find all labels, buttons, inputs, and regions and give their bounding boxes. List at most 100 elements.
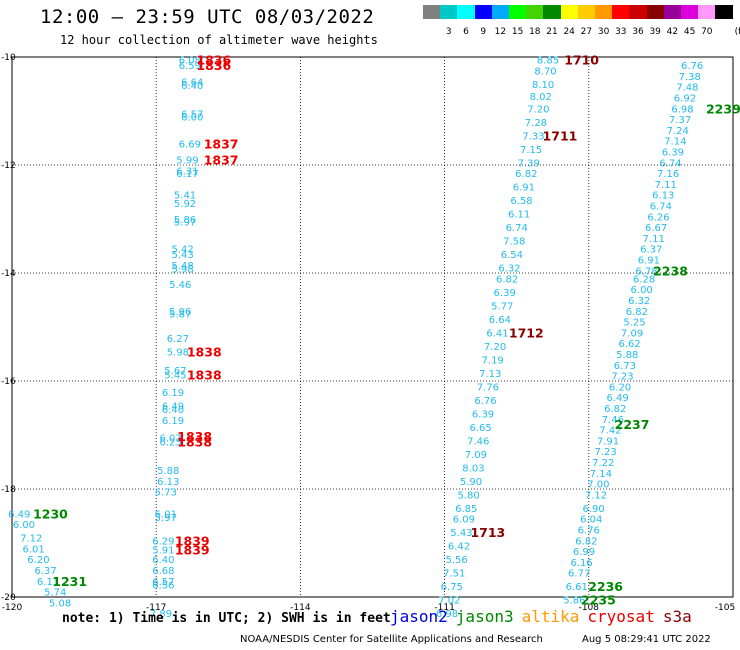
pass-time-label: 1837 bbox=[204, 153, 239, 168]
wave-height-value: 6.57 bbox=[181, 110, 203, 121]
wave-height-value: 6.19 bbox=[162, 388, 184, 399]
wave-height-value: 5.48 bbox=[172, 261, 194, 272]
wave-height-value: 7.37 bbox=[669, 115, 691, 126]
map-axes: -120 -117 -114 -111 -108 -105 -10 -12 -14 -16 -18 -… bbox=[1, 53, 735, 613]
scale-label: 18 bbox=[529, 27, 541, 37]
generated-timestamp: Aug 5 08:29:41 UTC 2022 bbox=[582, 634, 711, 645]
wave-height-value: 5.25 bbox=[623, 318, 645, 329]
pass-time-label: 1710 bbox=[564, 53, 599, 68]
pass-time-label: 1230 bbox=[33, 506, 68, 521]
pass-time-label: 1838 bbox=[177, 434, 212, 449]
longitude-tick-label: -108 bbox=[579, 603, 600, 613]
map-frame bbox=[11, 56, 734, 598]
latitude-tick-label: -10 bbox=[1, 53, 16, 63]
longitude-tick-label: -111 bbox=[434, 603, 454, 613]
wave-height-value: 6.40 bbox=[152, 555, 174, 566]
wave-height-value: 6.68 bbox=[152, 566, 174, 577]
wave-height-value: 5.80 bbox=[458, 490, 480, 501]
wave-height-value: 5.43 bbox=[172, 250, 194, 261]
page-subtitle: 12 hour collection of altimeter wave hei… bbox=[60, 33, 378, 47]
wave-height-value: 6.39 bbox=[472, 409, 494, 420]
wave-height-value: 8.70 bbox=[534, 67, 556, 78]
wave-height-value: 6.29 bbox=[152, 536, 174, 547]
scale-swatch bbox=[681, 5, 699, 19]
legend-entry-s3a: s3a bbox=[662, 607, 692, 626]
wave-height-value: 6.98 bbox=[671, 104, 693, 115]
wave-height-value: 7.38 bbox=[679, 72, 701, 83]
scale-label: 39 bbox=[649, 27, 661, 37]
wave-height-value: 5.73 bbox=[155, 488, 177, 499]
wave-height-value: 6.99 bbox=[573, 547, 595, 558]
pass-time-label: 1839 bbox=[175, 542, 210, 557]
pass-time-label: 1838 bbox=[177, 429, 212, 444]
wave-height-value: 7.23 bbox=[611, 372, 633, 383]
scale-label: 45 bbox=[683, 27, 696, 37]
wave-height-value: 5.86 bbox=[174, 215, 196, 226]
longitude-tick-label: -105 bbox=[715, 603, 735, 613]
pass-time-label: 2237 bbox=[615, 417, 650, 432]
longitude-tick-label: -117 bbox=[146, 603, 166, 613]
pass-time-label: 1712 bbox=[509, 325, 544, 340]
wave-height-value: 6.11 bbox=[37, 577, 59, 588]
satellite-legend: jason2 jason3 altika cryosat s3a bbox=[390, 607, 700, 626]
latitude-tick-label: -12 bbox=[1, 161, 16, 171]
scale-label: 15 bbox=[511, 27, 524, 37]
wave-height-value: 6.98 bbox=[436, 609, 458, 620]
wave-height-value: 6.28 bbox=[633, 274, 655, 285]
credit-line: NOAA/NESDIS Center for Satellite Applica… bbox=[240, 634, 543, 645]
wave-height-value: 6.74 bbox=[506, 223, 528, 234]
wave-height-value: 5.08 bbox=[49, 598, 71, 609]
wave-height-value: 6.76 bbox=[474, 396, 496, 407]
satellite-track: 6.086.596.646.406.576.006.695.996.316.17… bbox=[150, 53, 239, 621]
scale-swatch bbox=[646, 5, 665, 19]
wave-height-value: 5.45 bbox=[164, 371, 186, 382]
wave-height-value: 6.49 bbox=[162, 401, 184, 412]
wave-height-value: 5.42 bbox=[172, 245, 194, 256]
wave-height-value: 7.48 bbox=[676, 83, 698, 94]
scale-swatch bbox=[663, 5, 682, 19]
pass-time-label: 1836 bbox=[196, 58, 231, 73]
legend-entry-jason2: jason2 bbox=[390, 607, 448, 626]
scale-swatch bbox=[577, 5, 596, 19]
wave-height-value: 6.85 bbox=[455, 504, 477, 515]
wave-height-value: 6.82 bbox=[496, 274, 518, 285]
wave-height-value: 6.40 bbox=[162, 405, 184, 416]
wave-height-value: 6.49 bbox=[8, 509, 30, 520]
satellite-track: 6.767.387.486.926.987.377.247.146.396.74… bbox=[563, 61, 740, 608]
wave-height-value: 6.57 bbox=[152, 577, 174, 588]
pass-time-label: 1838 bbox=[187, 344, 222, 359]
scale-swatch bbox=[457, 5, 476, 19]
wave-height-value: 5.41 bbox=[174, 191, 196, 202]
wave-height-value: 5.77 bbox=[491, 301, 513, 312]
wave-height-value: 6.82 bbox=[575, 536, 597, 547]
latitude-tick-label: -18 bbox=[1, 485, 16, 495]
wave-height-value: 7.46 bbox=[602, 415, 624, 426]
latitude-tick-label: -14 bbox=[1, 269, 16, 279]
wave-height-value: 6.20 bbox=[27, 555, 49, 566]
wave-height-value: 7.20 bbox=[527, 104, 549, 115]
page-title: 12:00 – 23:59 UTC 08/03/2022 bbox=[40, 6, 375, 28]
scale-label: 12 bbox=[494, 27, 507, 37]
wave-height-value: 6.75 bbox=[441, 582, 463, 593]
wave-height-value: 7.39 bbox=[518, 158, 540, 169]
wave-height-value: 7.46 bbox=[467, 436, 489, 447]
pass-time-label: 2236 bbox=[588, 579, 623, 594]
altimeter-tracks: 6.086.596.646.406.576.006.695.996.316.17… bbox=[8, 53, 740, 621]
wave-height-value: 7.24 bbox=[667, 126, 689, 137]
legend-entry-altika: altika bbox=[521, 607, 580, 626]
wave-height-value: 6.49 bbox=[607, 393, 629, 404]
wave-height-value: 6.37 bbox=[640, 245, 662, 256]
scale-label: 9 bbox=[480, 27, 487, 37]
wave-height-value: 6.27 bbox=[167, 334, 189, 345]
wave-height-value: 6.11 bbox=[508, 210, 530, 221]
wave-height-value: 7.33 bbox=[522, 131, 544, 142]
pass-time-label: 1713 bbox=[470, 525, 505, 540]
wave-height-value: 7.13 bbox=[479, 369, 501, 380]
wave-height-value: 8.85 bbox=[537, 56, 559, 67]
wave-height-value: 5.97 bbox=[174, 218, 196, 229]
wave-height-value: 6.25 bbox=[159, 437, 181, 448]
wave-height-value: 5.97 bbox=[155, 513, 177, 524]
wave-height-value: 7.19 bbox=[482, 355, 504, 366]
wave-height-value: 7.02 bbox=[438, 596, 460, 607]
